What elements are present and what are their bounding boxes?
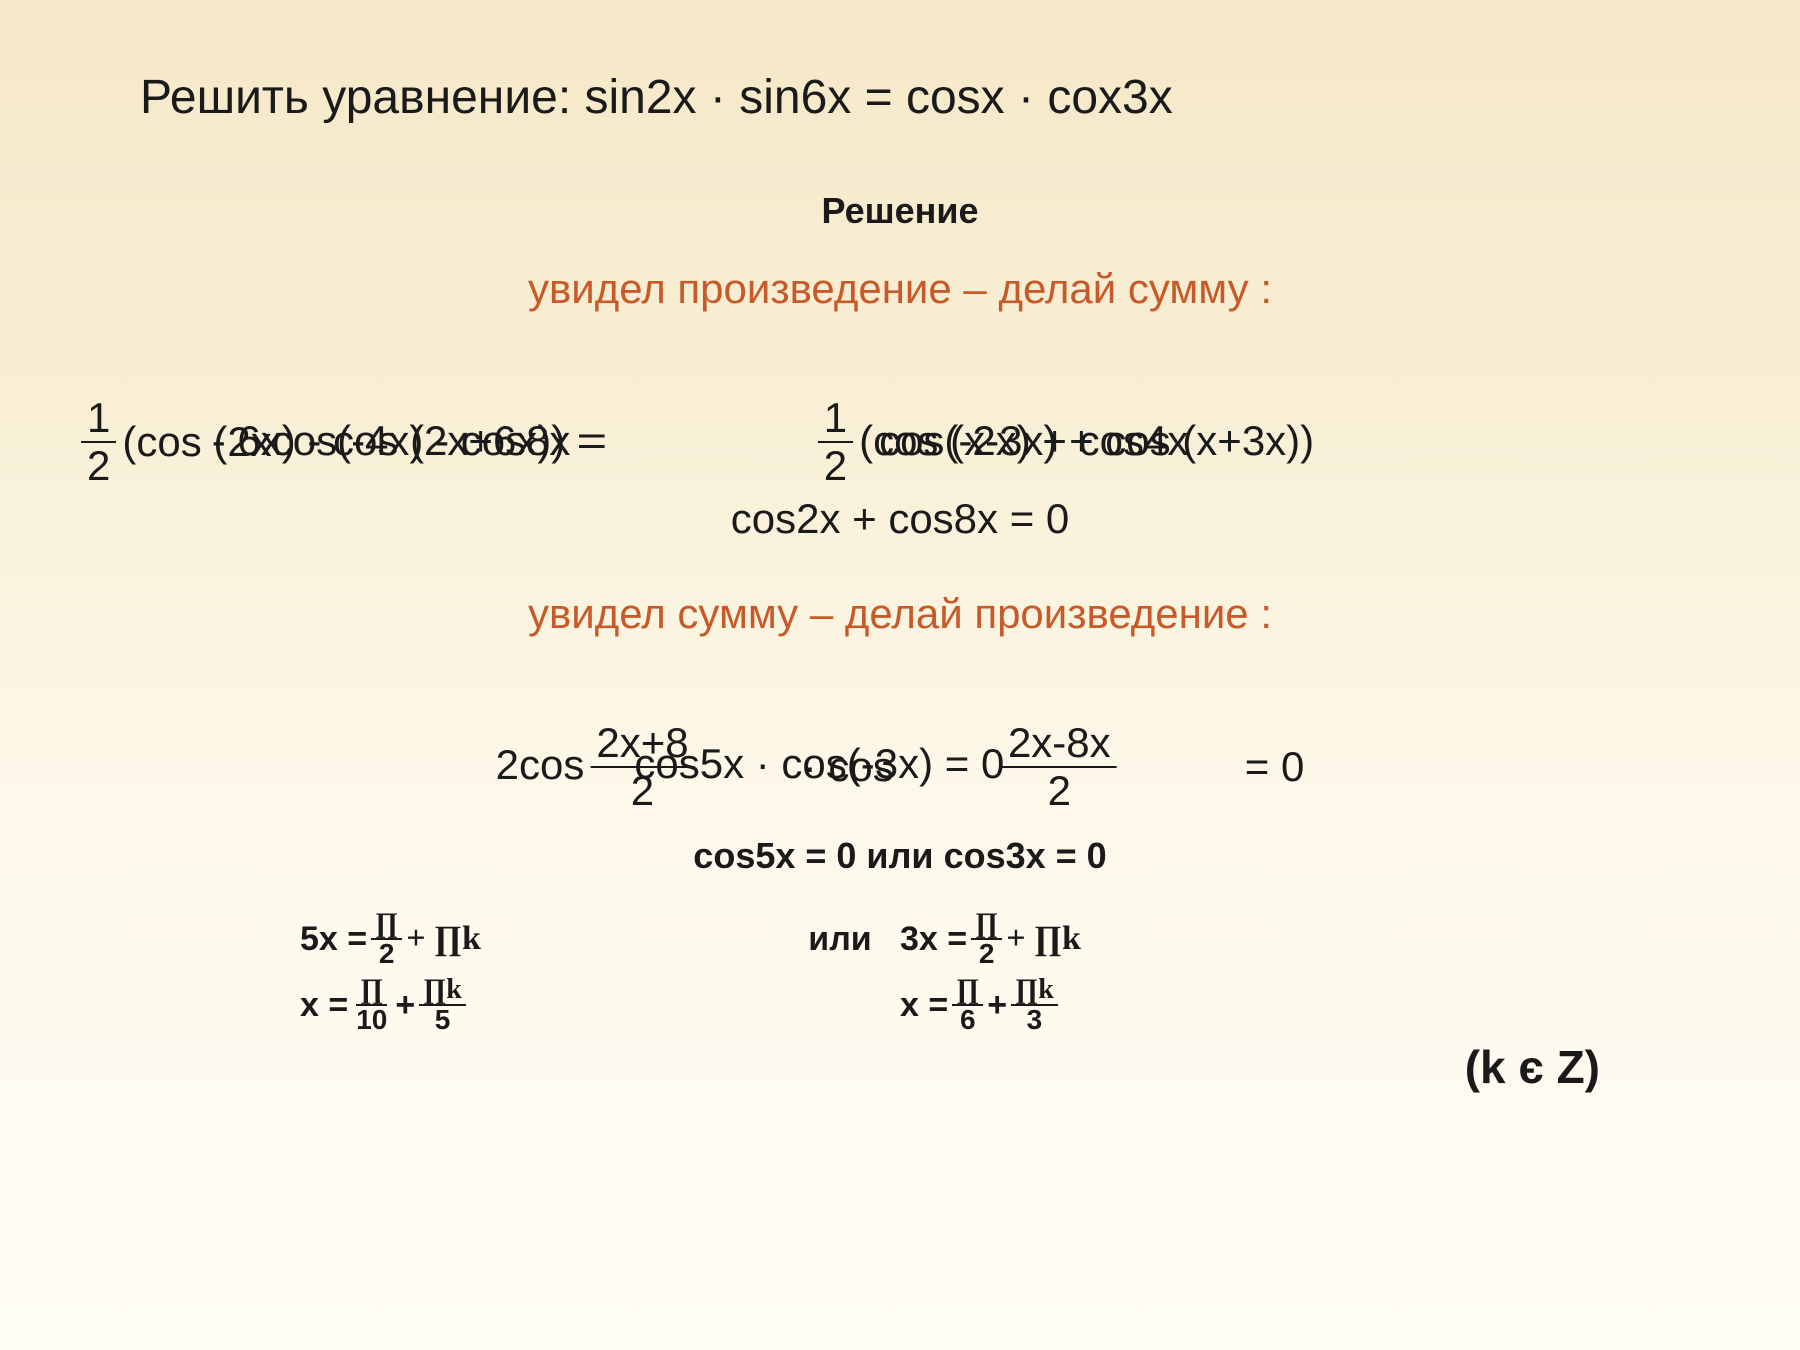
text-segment: 2cos — [496, 741, 585, 789]
equation-step-1: 1 2 (cos (2x cos(-4x) - cos8x = - 6x) - … — [75, 395, 1499, 489]
overlapping-layer-3: 2x+8 2 · cos 2x-8x 2 = 0 cos5x · cos(-3x… — [584, 720, 1304, 810]
hint-product-to-sum: увидел произведение – делай сумму : — [528, 265, 1272, 313]
equation-title: Решить уравнение: sin2x · sin6x = cosx ·… — [140, 70, 1173, 125]
solution-row-2: x = ∏ 10 + ∏k 5 x = ∏ 6 + ∏k 3 — [300, 976, 1500, 1034]
equation-step-3: 2cos 2x+8 2 · cos 2x-8x 2 = 0 cos5x · co… — [496, 720, 1305, 810]
solutions-grid: 5x = ∏ 2 + ∏k или 3x = ∏ 2 + ∏k x = ∏ 10… — [300, 910, 1500, 1042]
equation-step-2: cos2x + cos8x = 0 — [731, 495, 1070, 543]
fraction-half-left: 1 2 — [81, 395, 116, 489]
solution-row-1: 5x = ∏ 2 + ∏k или 3x = ∏ 2 + ∏k — [300, 910, 1500, 968]
hint-sum-to-product: увидел сумму – делай произведение : — [528, 590, 1272, 638]
k-in-z-label: (k є Z) — [1465, 1040, 1600, 1094]
equation-step-4: cos5x = 0 или cos3x = 0 — [693, 835, 1106, 877]
overlapping-text-left: cos(-4x) - cos8x = - 6x) - cos (2x+6x)) … — [272, 417, 812, 467]
solution-header: Решение — [821, 190, 978, 232]
fraction-half-right: 1 2 — [818, 395, 853, 489]
overlapping-text-right: cos(-2x) + cos4x (cos (x-3x) + cos (x+3x… — [859, 417, 1499, 467]
